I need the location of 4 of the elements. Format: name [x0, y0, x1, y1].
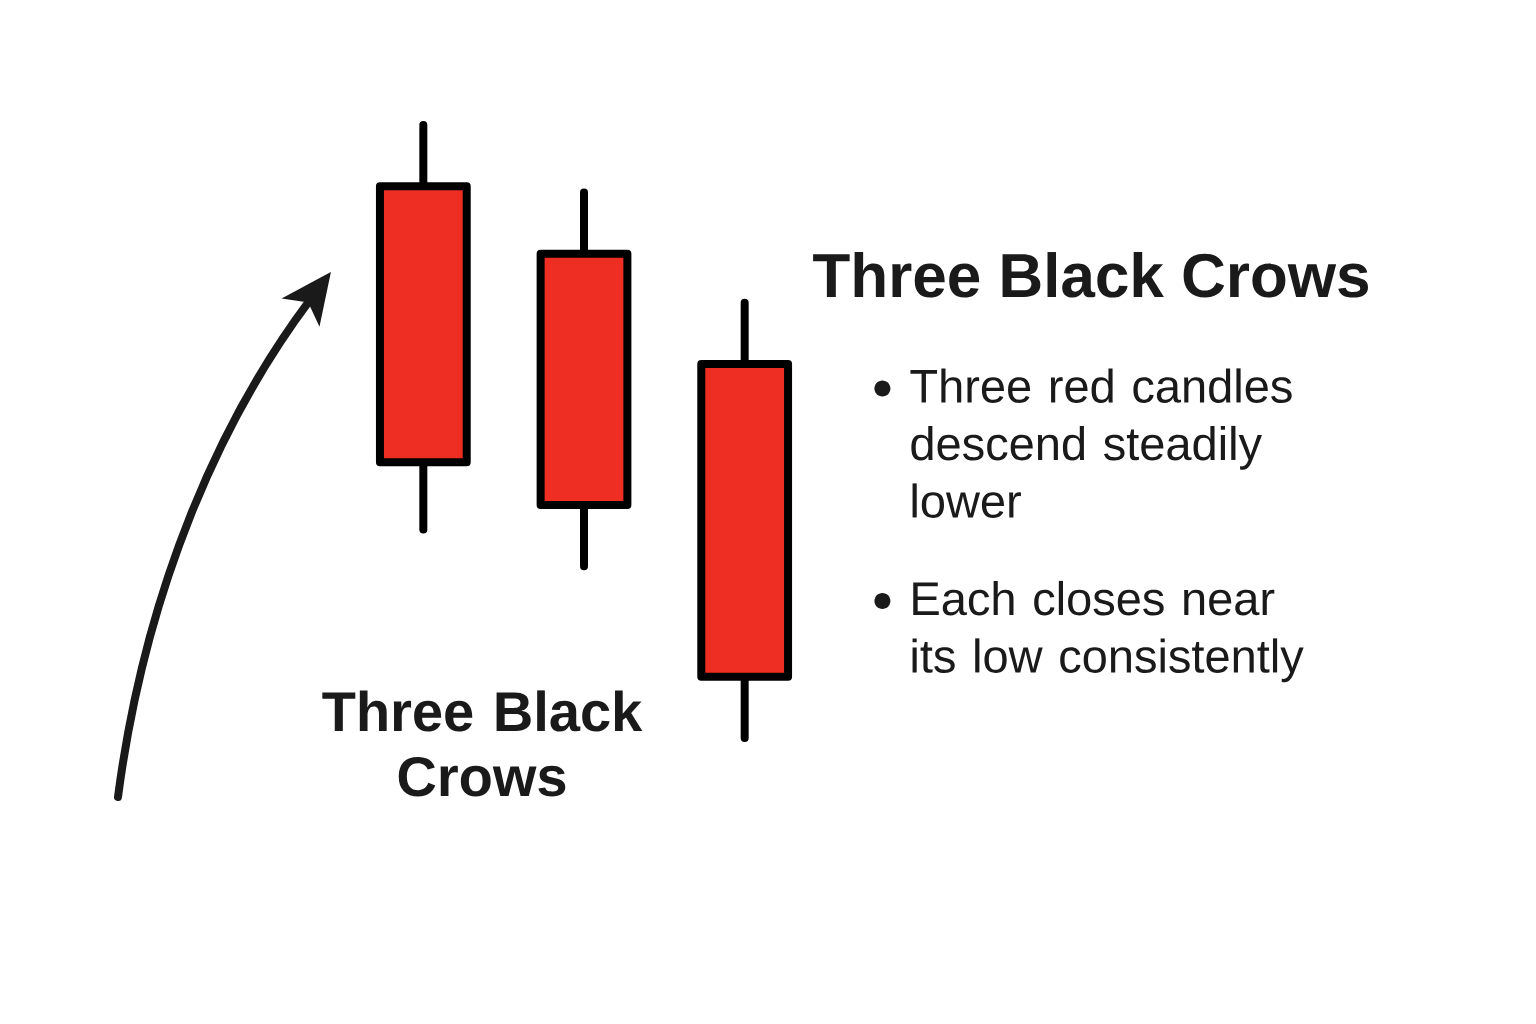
text: Three red candles descend steadily lower	[910, 368, 1292, 518]
annotation: Three Black Crows	[322, 690, 643, 797]
text: Each closes near its low consistently	[912, 580, 1304, 683]
text: Three Black Crows	[813, 252, 1368, 298]
